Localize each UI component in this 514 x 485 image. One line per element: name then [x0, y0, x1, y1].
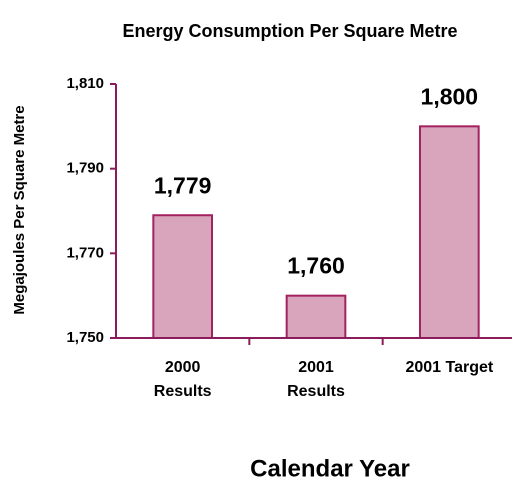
value-label: 1,779 [154, 172, 212, 198]
value-label: 1,800 [421, 83, 479, 109]
y-tick-label: 1,750 [66, 329, 104, 346]
value-label: 1,760 [287, 253, 345, 279]
x-tick-label: 2001 Results [287, 359, 345, 400]
y-tick-label: 1,770 [66, 244, 104, 261]
x-tick-label: 2001 Target [405, 359, 493, 376]
chart-title: Energy Consumption Per Square Metre [122, 21, 457, 41]
x-axis-label: Calendar Year [250, 455, 410, 482]
bar [152, 214, 213, 340]
y-axis-label: Megajoules Per Square Metre [11, 105, 28, 314]
x-tick-label: 2000 Results [154, 359, 212, 400]
bar [419, 125, 480, 340]
bar [285, 294, 347, 339]
y-tick-label: 1,810 [66, 75, 104, 92]
y-tick-label: 1,790 [66, 160, 104, 177]
